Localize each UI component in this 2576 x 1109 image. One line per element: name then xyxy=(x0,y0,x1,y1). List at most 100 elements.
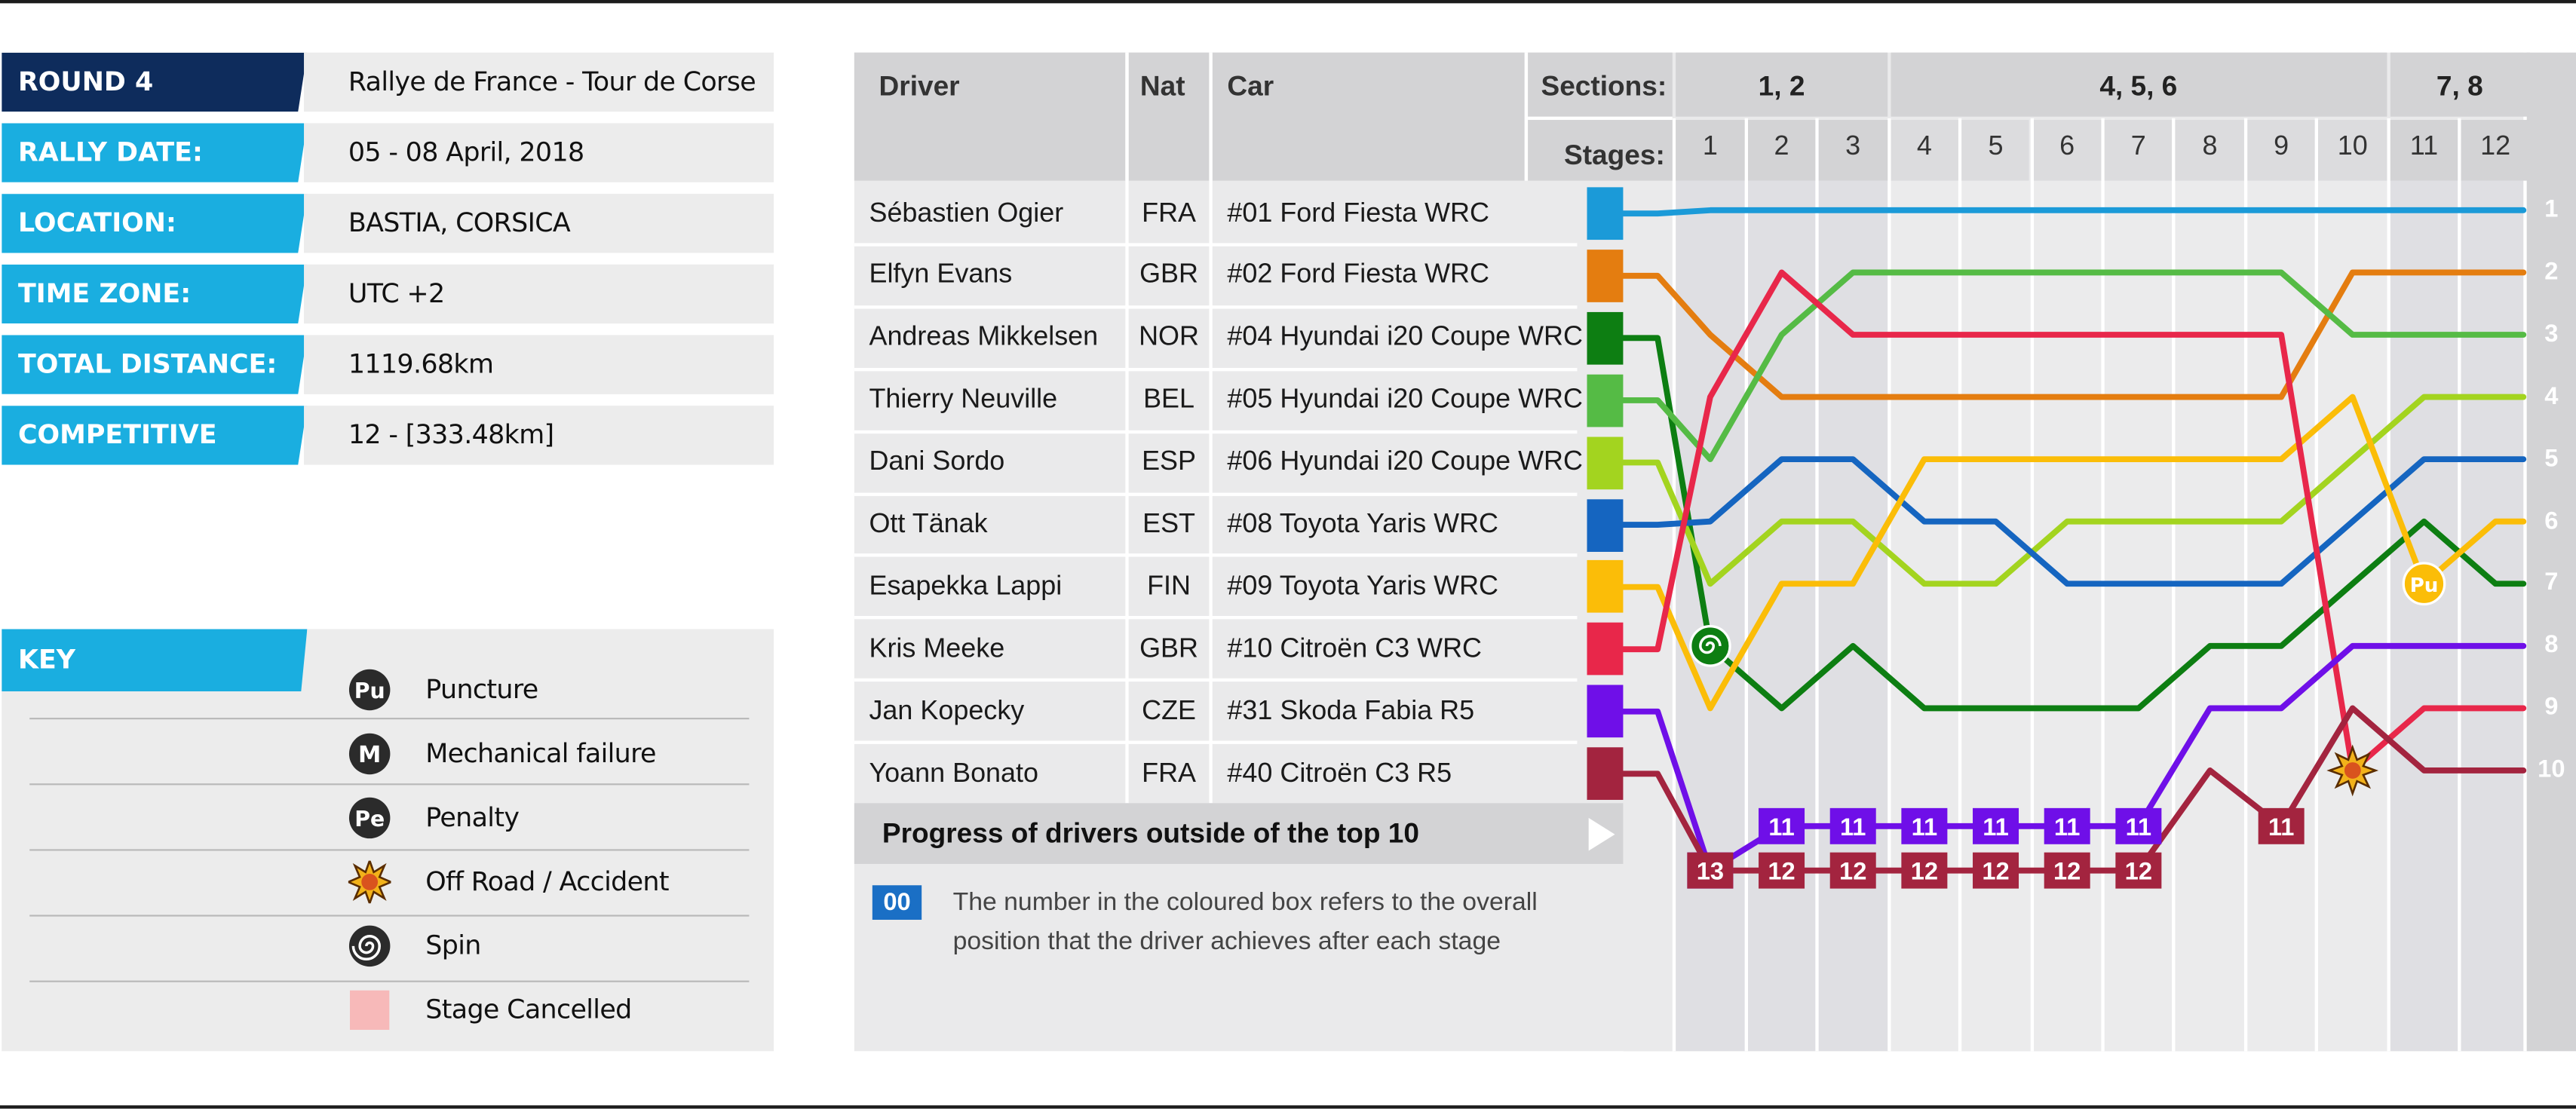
position-box: 12 xyxy=(1973,852,2019,889)
key-divider xyxy=(29,914,750,917)
position-box: 11 xyxy=(1901,807,1948,844)
driver-color-swatch xyxy=(1587,374,1624,427)
final-position-label: 4 xyxy=(2544,381,2559,410)
key-divider xyxy=(29,783,750,786)
final-position-label: 2 xyxy=(2544,257,2559,286)
position-box-bg xyxy=(1829,852,1876,889)
final-position-label: 3 xyxy=(2544,320,2559,348)
final-position-label: 5 xyxy=(2544,444,2559,473)
header-nat-label: Nat xyxy=(1139,70,1185,103)
position-box-sample: 00 xyxy=(872,885,922,920)
section-label: 1, 2 xyxy=(1758,70,1805,103)
header-sections-label: Sections: xyxy=(1541,70,1667,103)
info-label-competitive-stages: COMPETITIVE STAGES: xyxy=(2,406,308,465)
stage-header-cell-12 xyxy=(2461,120,2530,181)
position-box-bg xyxy=(1901,852,1948,889)
column-divider xyxy=(1209,52,1213,804)
stage-number: 2 xyxy=(1774,131,1789,161)
info-label-round: ROUND 4 xyxy=(2,52,308,112)
driver-color-swatch xyxy=(1587,249,1624,302)
position-box-bg xyxy=(1973,852,2019,889)
key-item-mechanical-failure: M Mechanical failure xyxy=(335,721,756,785)
stage-column-2 xyxy=(1746,180,1817,1052)
info-label-location: LOCATION: xyxy=(2,194,308,253)
svg-text:Pe: Pe xyxy=(354,807,385,832)
key-divider xyxy=(29,718,750,720)
driver-nat: NOR xyxy=(1139,322,1199,352)
stage-header-cell-9 xyxy=(2247,120,2316,181)
stage-header-cell-4 xyxy=(1890,120,1958,181)
stage-number: 1 xyxy=(1702,131,1718,161)
svg-text:M: M xyxy=(358,742,381,768)
header-driver xyxy=(854,52,1126,181)
spin-icon xyxy=(348,925,391,967)
mechanical-failure-icon: M xyxy=(348,733,391,775)
stage-column-7 xyxy=(2102,180,2175,1052)
stage-cancelled-icon xyxy=(350,990,390,1030)
position-box-label: 11 xyxy=(2054,813,2081,841)
key-label-stage-cancelled: Stage Cancelled xyxy=(425,994,632,1025)
driver-car: #05 Hyundai i20 Coupe WRC xyxy=(1227,384,1583,415)
stage-column-4 xyxy=(1888,180,1961,1052)
position-box: 11 xyxy=(2115,807,2162,844)
final-position-label: 10 xyxy=(2538,755,2565,784)
row-divider xyxy=(854,243,1578,247)
puncture-icon: Pu xyxy=(348,669,391,711)
driver-name: Esapekka Lappi xyxy=(869,571,1063,602)
section-label: 4, 5, 6 xyxy=(2099,70,2178,103)
off-road-accident-icon xyxy=(2326,744,2379,797)
position-box: 12 xyxy=(2044,852,2090,889)
key-divider xyxy=(29,849,750,851)
driver-color-swatch xyxy=(1587,187,1624,240)
position-box-label: 11 xyxy=(1983,813,2009,841)
driver-name: Andreas Mikkelsen xyxy=(869,322,1099,352)
header-divider xyxy=(1528,116,1673,121)
stage-column-divider xyxy=(1887,118,1891,1052)
puncture-icon: Pu xyxy=(2402,562,2446,606)
position-box-label: 12 xyxy=(1911,857,1938,885)
driver-nat: GBR xyxy=(1139,633,1198,663)
info-label-total-distance: TOTAL DISTANCE: xyxy=(2,335,308,394)
info-label-rally-date: RALLY DATE: xyxy=(2,123,308,182)
position-box-bg xyxy=(1829,807,1876,844)
driver-color-swatch xyxy=(1587,747,1624,801)
position-box: 11 xyxy=(1829,807,1876,844)
position-box-note: The number in the coloured box refers to… xyxy=(952,888,1538,956)
series-line xyxy=(1620,456,2527,587)
key-item-penalty: Pe Penalty xyxy=(335,785,756,849)
stage-number: 5 xyxy=(1988,131,2004,161)
position-box-bg xyxy=(1687,852,1734,889)
driver-car: #10 Citroën C3 WRC xyxy=(1227,633,1483,663)
info-label-time-zone: TIME ZONE: xyxy=(2,264,308,324)
driver-car: #08 Toyota Yaris WRC xyxy=(1227,509,1499,539)
driver-nat: FRA xyxy=(1142,758,1196,788)
stage-column-1 xyxy=(1674,180,1746,1052)
info-value-time-zone: UTC +2 xyxy=(304,264,774,324)
off-road-accident-icon xyxy=(348,860,391,904)
stage-number: 9 xyxy=(2274,131,2289,161)
position-box: 11 xyxy=(2044,807,2090,844)
header-nat xyxy=(1128,52,1210,181)
stage-header-cell-3 xyxy=(1819,120,1888,181)
driver-color-swatch xyxy=(1587,498,1624,551)
series-line xyxy=(1620,705,2527,874)
spin-icon xyxy=(1689,625,1731,667)
driver-name: Jan Kopecky xyxy=(869,696,1025,726)
position-box: 12 xyxy=(1829,852,1876,889)
stage-column-9 xyxy=(2245,180,2317,1052)
driver-car: #02 Ford Fiesta WRC xyxy=(1227,260,1489,290)
driver-nat: FRA xyxy=(1142,198,1196,228)
driver-nat: ESP xyxy=(1142,446,1197,476)
play-arrow-icon xyxy=(1588,817,1615,851)
position-box-label: 11 xyxy=(1768,813,1795,841)
position-box-label: 12 xyxy=(1982,857,2009,885)
key-label-penalty: Penalty xyxy=(425,801,520,833)
series-line xyxy=(1620,269,2527,774)
stage-number: 6 xyxy=(2059,131,2075,161)
svg-text:Pu: Pu xyxy=(354,679,385,703)
position-box-bg xyxy=(1759,852,1805,889)
position-box: 12 xyxy=(1901,852,1948,889)
key-divider xyxy=(29,980,750,982)
stage-header-cell-11 xyxy=(2390,120,2458,181)
